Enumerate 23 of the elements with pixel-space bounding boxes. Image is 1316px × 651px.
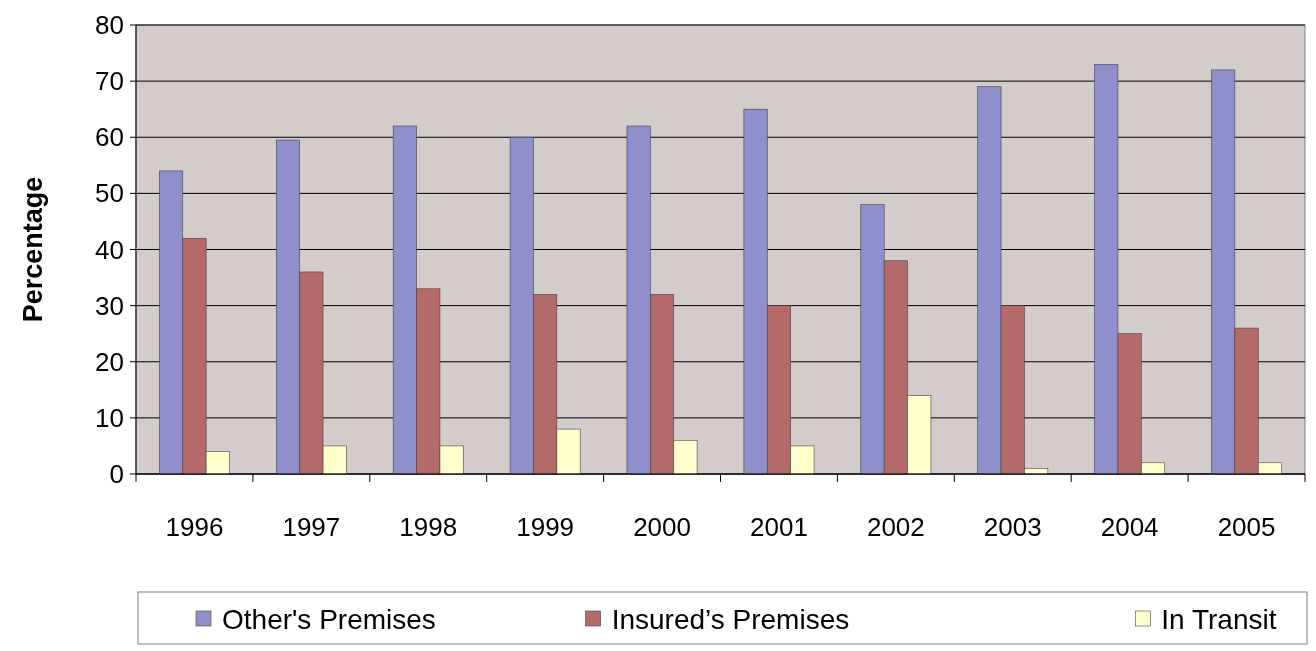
x-tick-label: 1999 (516, 512, 575, 542)
legend-label: Insured’s Premises (611, 603, 850, 635)
x-tick-label: 2004 (1100, 512, 1159, 542)
y-tick-label: 60 (95, 122, 124, 153)
x-tick-label: 2000 (633, 512, 691, 542)
y-tick-label: 50 (95, 178, 124, 209)
x-tick-label: 1998 (399, 512, 458, 542)
x-tick-label: 2005 (1217, 512, 1276, 542)
y-tick-label: 30 (95, 290, 124, 321)
x-tick-label: 2003 (983, 512, 1042, 542)
y-axis-title: Percentage (18, 176, 48, 323)
x-tick-label: 1997 (282, 512, 341, 542)
x-tick-label: 2001 (750, 512, 808, 542)
y-tick-label: 70 (95, 66, 124, 97)
legend-label: In Transit (1161, 603, 1277, 635)
legend-label: Other's Premises (222, 603, 436, 635)
y-tick-label: 20 (95, 346, 124, 377)
y-tick-label: 40 (95, 234, 124, 265)
y-tick-label: 0 (109, 459, 124, 490)
y-tick-label: 80 (95, 10, 124, 41)
x-tick-label: 1996 (165, 512, 224, 542)
x-tick-label: 2002 (866, 512, 925, 542)
y-tick-label: 10 (95, 402, 124, 433)
